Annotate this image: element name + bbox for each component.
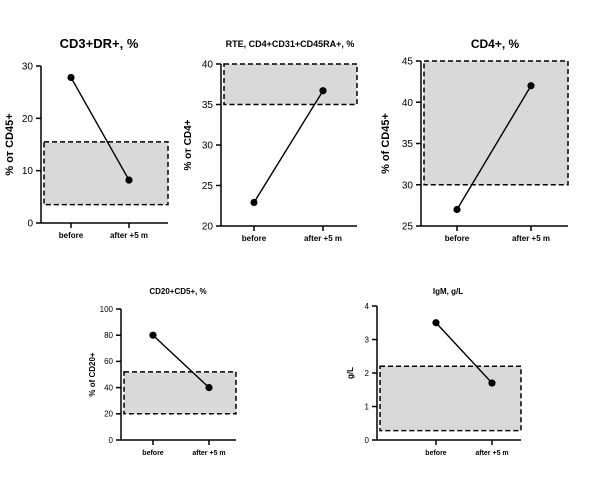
chart-1: CD3+DR+, % % от CD45+ 0 10 20 30 before after +… bbox=[4, 36, 169, 240]
series-line bbox=[456, 85, 532, 210]
y-tick-label: 1 bbox=[365, 402, 370, 411]
reference-range-box bbox=[43, 141, 169, 206]
y-tick-label: 25 bbox=[402, 222, 414, 233]
y-tick-label: 3 bbox=[365, 335, 370, 344]
chart-title: IgM, g/L bbox=[433, 287, 463, 296]
y-tick-label: 0 bbox=[365, 436, 370, 445]
x-tick-label: before bbox=[425, 450, 447, 457]
reference-range-box bbox=[223, 63, 358, 106]
y-tick-label: 4 bbox=[365, 302, 370, 311]
y-tick-label: 20 bbox=[104, 410, 113, 419]
y-axis-label: % от CD45+ bbox=[4, 113, 16, 175]
x-tick-label: before bbox=[142, 450, 164, 457]
y-tick-label: 30 bbox=[22, 62, 34, 73]
reference-range-box bbox=[379, 365, 522, 432]
y-tick-label: 40 bbox=[402, 98, 414, 109]
y-tick-label: 2 bbox=[365, 369, 370, 378]
data-point bbox=[319, 87, 327, 95]
x-tick-label: after +5 m bbox=[512, 234, 550, 243]
x-tick-label: after +5 m bbox=[475, 450, 508, 457]
series-line bbox=[253, 90, 324, 203]
reference-range-box bbox=[423, 60, 569, 186]
chart-title: RTE, CD4+CD31+CD45RA+, % bbox=[226, 39, 355, 49]
data-point bbox=[67, 73, 75, 82]
y-tick-label: 40 bbox=[202, 60, 214, 71]
y-axis-label: % of CD20+ bbox=[88, 352, 97, 397]
y-tick-label: 100 bbox=[100, 305, 114, 314]
chart-3: CD4+, % % of CD45+ 25 30 35 40 45 before after +… bbox=[380, 37, 569, 243]
data-point bbox=[527, 82, 535, 90]
chart-5: IgM, g/L g/L 0 1 2 3 4 before after +5 m bbox=[346, 287, 522, 457]
reference-range-box bbox=[123, 371, 237, 415]
chart-4: CD20+CD5+, % % of CD20+ 0 20 40 60 80 100 before… bbox=[88, 287, 237, 457]
data-point bbox=[250, 198, 258, 207]
data-point bbox=[149, 331, 157, 339]
y-axis-label: g/L bbox=[346, 367, 355, 379]
y-axis-label: % от CD4+ bbox=[183, 119, 194, 170]
y-tick-label: 10 bbox=[22, 166, 34, 177]
x-tick-label: after +5 m bbox=[110, 231, 148, 240]
chart-title: CD20+CD5+, % bbox=[149, 287, 206, 296]
data-point bbox=[488, 379, 496, 387]
series-line bbox=[435, 322, 493, 384]
x-tick-label: after +5 m bbox=[192, 450, 225, 457]
y-tick-label: 60 bbox=[104, 357, 113, 366]
data-point bbox=[432, 319, 440, 327]
data-point bbox=[453, 205, 461, 214]
y-tick-label: 35 bbox=[202, 100, 214, 111]
y-tick-label: 20 bbox=[22, 114, 34, 125]
y-tick-label: 20 bbox=[202, 222, 214, 233]
y-tick-label: 25 bbox=[202, 181, 214, 192]
x-tick-label: after +5 m bbox=[304, 234, 342, 243]
data-point bbox=[125, 176, 133, 184]
y-tick-label: 35 bbox=[402, 139, 414, 150]
y-tick-label: 30 bbox=[402, 180, 414, 191]
y-tick-label: 0 bbox=[27, 219, 33, 230]
y-tick-label: 0 bbox=[109, 436, 114, 445]
series-line bbox=[152, 334, 210, 389]
chart-title: CD3+DR+, % bbox=[60, 36, 139, 51]
chart-2: RTE, CD4+CD31+CD45RA+, % % от CD4+ 20 25 30 3… bbox=[183, 39, 358, 243]
y-axis-label: % of CD45+ bbox=[380, 113, 392, 174]
y-tick-label: 80 bbox=[104, 331, 113, 340]
series-line bbox=[70, 77, 130, 181]
y-tick-label: 45 bbox=[402, 57, 414, 68]
y-tick-label: 40 bbox=[104, 383, 113, 392]
x-tick-label: before bbox=[59, 231, 84, 240]
y-tick-label: 30 bbox=[202, 141, 214, 152]
chart-title: CD4+, % bbox=[471, 37, 520, 51]
data-point bbox=[205, 384, 213, 392]
x-tick-label: before bbox=[242, 234, 267, 243]
x-tick-label: before bbox=[445, 234, 470, 243]
